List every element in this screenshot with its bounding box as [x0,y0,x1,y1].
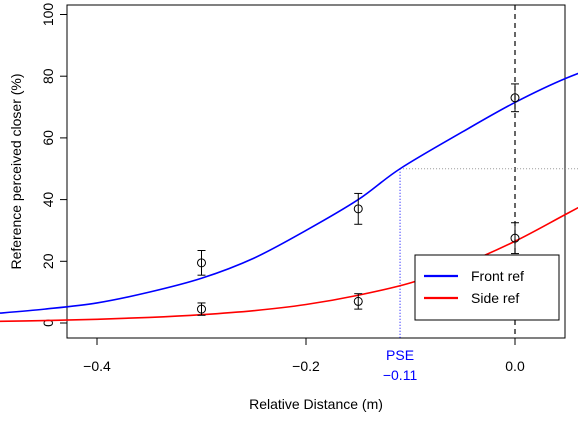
pse-label: PSE [386,347,414,363]
y-axis-title: Reference perceived closer (%) [8,73,24,269]
legend-entry: Side ref [471,290,519,306]
data-point [197,302,206,316]
y-tick-label: 0 [40,319,56,327]
legend-box [414,254,560,321]
data-point [353,293,363,310]
x-tick-label: −0.2 [292,358,320,374]
x-tick-label: −0.4 [83,358,111,374]
point-marker [510,93,520,103]
y-tick-label: 100 [40,3,56,27]
y-tick-label: 20 [40,253,56,269]
x-tick-label: 0.0 [505,358,525,374]
point-marker [197,258,206,268]
point-marker [510,233,520,243]
y-tick-label: 40 [40,192,56,208]
legend: Front ref Side ref [414,254,560,321]
data-point [197,250,206,276]
y-tick-label: 60 [40,130,56,146]
data-point [510,83,520,113]
side-ref-fit-curve [0,206,578,323]
plot-frame [66,4,566,339]
pse-value-label: −0.11 [383,367,418,383]
data-point [353,192,363,225]
plot-area: 020406080100−0.4−0.20.00.20.4PSE−0.11PSE… [0,3,578,383]
y-tick-label: 80 [40,68,56,84]
point-marker [353,204,363,214]
point-marker [353,296,363,306]
x-axis-title: Relative Distance (m) [249,396,383,412]
legend-entry: Front ref [471,268,524,284]
data-point [510,222,520,255]
point-marker [197,304,206,314]
